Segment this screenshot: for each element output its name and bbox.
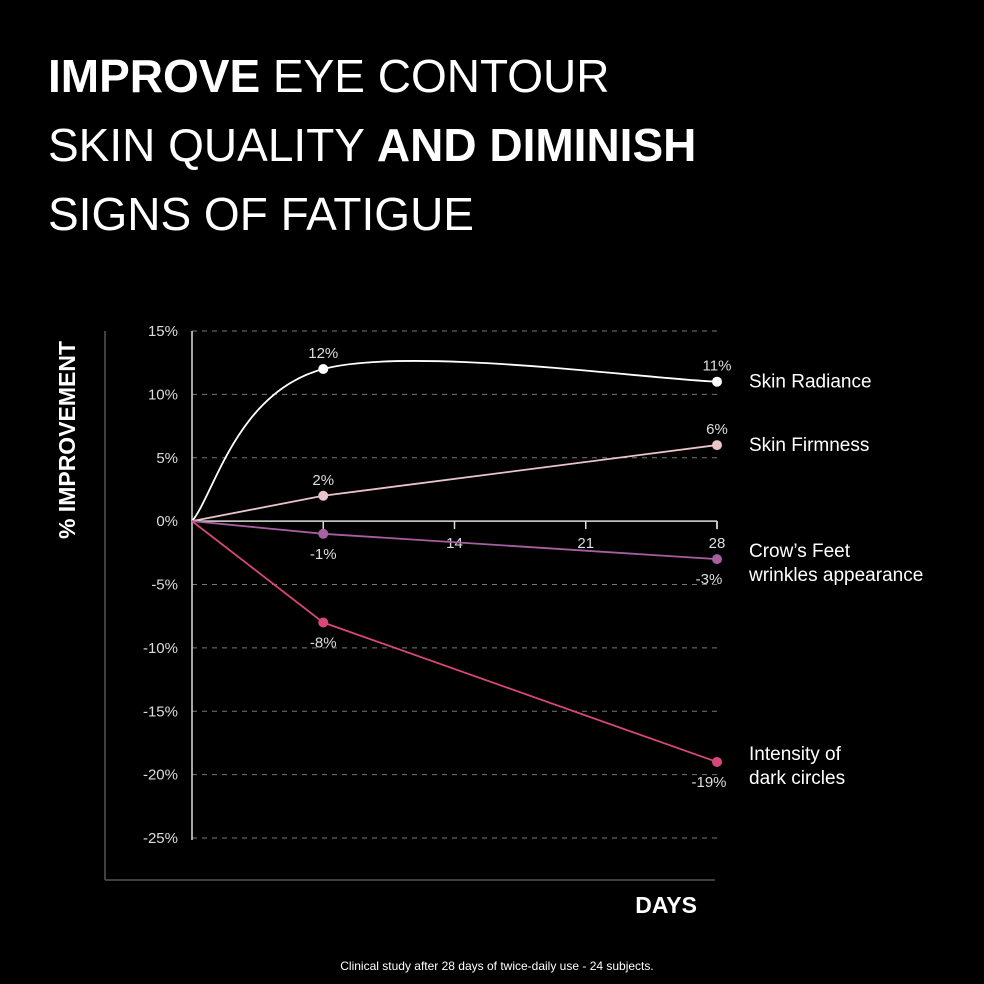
legend-label: wrinkles appearance <box>748 565 923 586</box>
x-axis-label: DAYS <box>635 892 697 918</box>
y-tick-label: -25% <box>143 830 178 847</box>
legend-label: Crow’s Feet <box>749 541 851 562</box>
legend-label: Skin Radiance <box>749 372 872 393</box>
y-tick-label: -10% <box>143 640 178 657</box>
y-axis-label: % IMPROVEMENT <box>54 341 80 539</box>
y-tick-label: 0% <box>156 513 178 530</box>
y-tick-label: 10% <box>148 386 178 403</box>
title-segment: SKIN QUALITY <box>48 119 377 171</box>
y-tick-label: 15% <box>148 323 178 340</box>
x-tick-label: 14 <box>446 535 463 552</box>
chart-title-line: IMPROVE EYE CONTOUR <box>48 50 609 102</box>
y-tick-label: -5% <box>151 577 178 594</box>
data-point <box>318 364 329 375</box>
data-point <box>318 617 329 628</box>
legend-label: dark circles <box>749 768 845 789</box>
data-label: 2% <box>312 472 334 489</box>
data-point <box>318 528 329 539</box>
x-tick-label: 28 <box>709 535 726 552</box>
data-point <box>712 554 722 565</box>
data-point <box>712 440 722 451</box>
data-point <box>318 490 329 501</box>
title-segment: AND DIMINISH <box>377 119 696 171</box>
data-label: -19% <box>691 774 726 791</box>
y-tick-label: 5% <box>156 450 178 467</box>
y-tick-label: -15% <box>143 703 178 720</box>
footnote: Clinical study after 28 days of twice-da… <box>340 959 653 973</box>
data-label: -3% <box>696 571 723 588</box>
data-point <box>712 376 722 387</box>
data-label: -8% <box>310 635 337 652</box>
data-label: 11% <box>703 358 732 375</box>
legend-label: Intensity of <box>749 744 842 765</box>
data-point <box>712 756 722 767</box>
chart-title-line: SIGNS OF FATIGUE <box>48 188 474 240</box>
data-label: -1% <box>310 546 337 563</box>
y-tick-label: -20% <box>143 767 178 784</box>
data-label: 6% <box>706 421 728 438</box>
data-label: 12% <box>308 345 338 362</box>
title-segment: EYE CONTOUR <box>260 50 609 102</box>
title-segment: SIGNS OF FATIGUE <box>48 188 474 240</box>
title-segment: IMPROVE <box>48 50 260 102</box>
series-line <box>191 360 718 522</box>
legend-label: Skin Firmness <box>749 435 869 456</box>
x-tick-label: 21 <box>577 535 594 552</box>
chart-title-line: SKIN QUALITY AND DIMINISH <box>48 119 696 171</box>
